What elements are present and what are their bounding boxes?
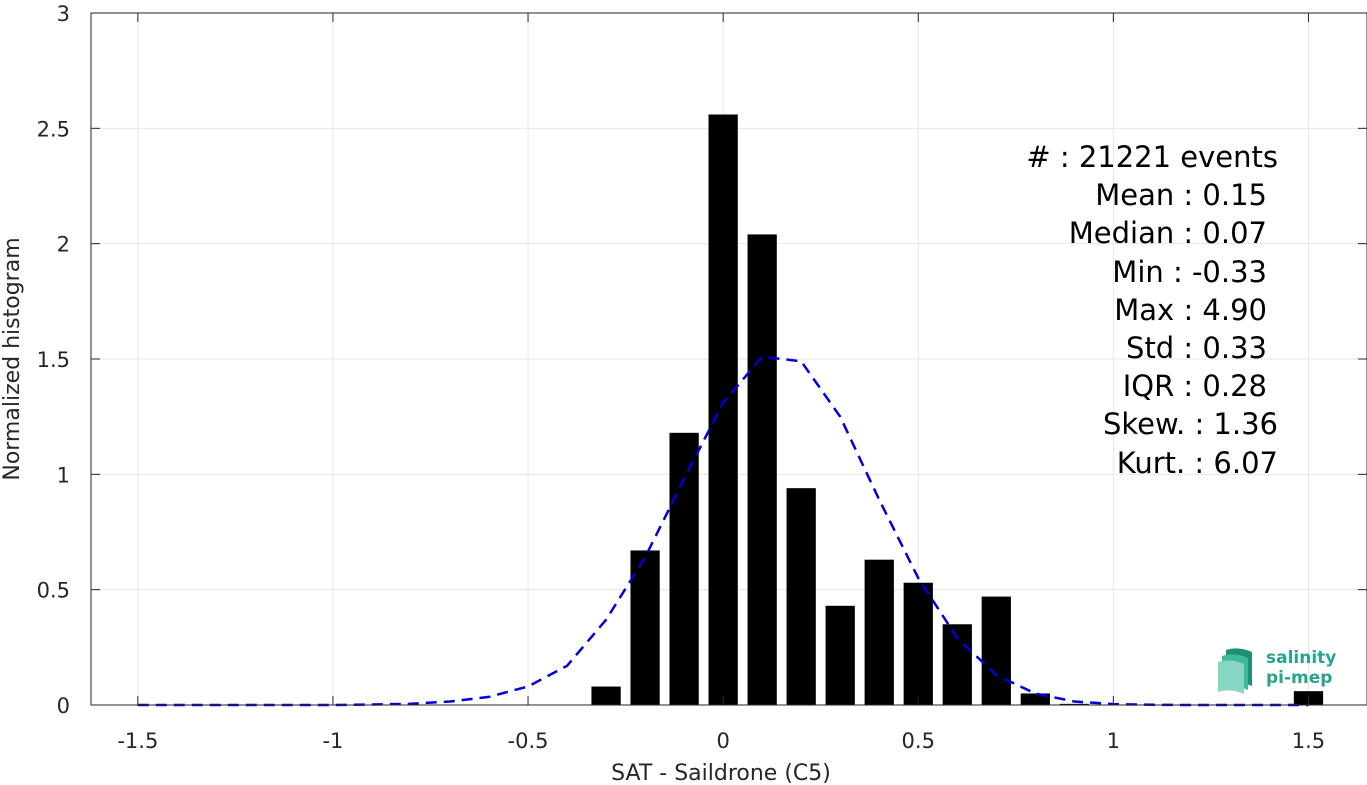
y-tick-label: 0 [57, 694, 70, 718]
x-tick-label: 1.5 [1292, 729, 1325, 753]
histogram-bar [903, 582, 933, 705]
logo-text: salinity pi-mep [1266, 648, 1336, 688]
x-tick-label: 1 [1107, 729, 1120, 753]
histogram-bar [630, 550, 660, 705]
x-tick-label: 0.5 [902, 729, 935, 753]
histogram-bar [591, 686, 621, 705]
y-tick-label: 1 [57, 463, 70, 487]
stat-min: Min : -0.33 [1112, 254, 1267, 289]
x-axis-label: SAT - Saildrone (C5) [611, 761, 831, 785]
salinity-pi-mep-logo: salinity pi-mep [1216, 646, 1346, 696]
statistics-box: # : 21221 events Mean : 0.15 Median : 0.… [960, 138, 1290, 482]
stat-count: # : 21221 events [1026, 140, 1278, 174]
histogram-bar [708, 114, 738, 705]
waves-icon [1218, 648, 1252, 694]
histogram-bar [786, 488, 816, 705]
logo-line-2: pi-mep [1266, 668, 1333, 688]
stat-max: Max : 4.90 [1114, 292, 1267, 327]
histogram-bar [1020, 693, 1050, 705]
stat-mean: Mean : 0.15 [1095, 178, 1267, 213]
stat-median: Median : 0.07 [1068, 216, 1267, 251]
logo-line-1: salinity [1266, 648, 1337, 668]
histogram-bar [747, 234, 777, 705]
stat-iqr: IQR : 0.28 [1122, 369, 1267, 404]
histogram-bar [669, 432, 699, 705]
axis-ticks: -1.5 -1 -0.5 0 0.5 1 1.5 0 0.5 1 1.5 2 2.5 3 [37, 2, 1367, 753]
y-tick-label: 0.5 [37, 579, 70, 603]
histogram-bars [591, 114, 1324, 705]
stat-skew: Skew. : 1.36 [1102, 407, 1278, 442]
x-tick-label: -0.5 [508, 729, 549, 753]
histogram-bar [864, 559, 894, 705]
stat-std: Std : 0.33 [1126, 331, 1267, 366]
y-tick-label: 1.5 [37, 348, 70, 372]
x-tick-label: -1 [322, 729, 343, 753]
x-tick-label: -1.5 [117, 729, 158, 753]
histogram-bar [981, 596, 1011, 705]
histogram-bar [1059, 703, 1089, 705]
y-tick-label: 2 [57, 233, 70, 257]
x-tick-label: 0 [716, 729, 729, 753]
histogram-bar [825, 605, 855, 705]
y-axis-label: Normalized histogram [0, 237, 25, 480]
stat-kurt: Kurt. : 6.07 [1116, 445, 1278, 480]
y-tick-label: 2.5 [37, 117, 70, 141]
y-tick-label: 3 [57, 2, 70, 26]
